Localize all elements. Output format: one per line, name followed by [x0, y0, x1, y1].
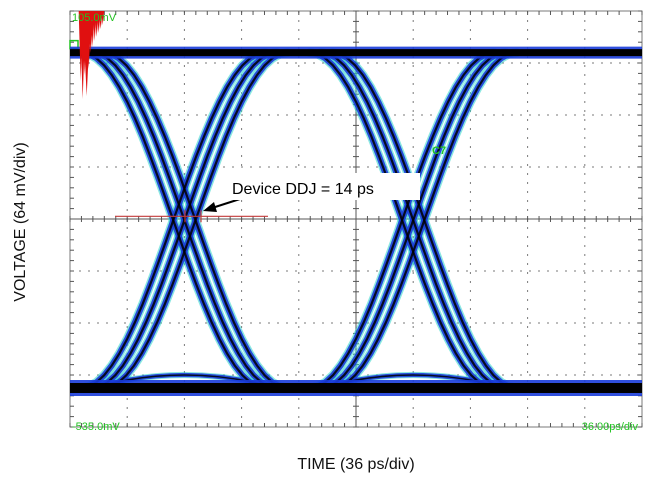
trace-core-layer — [308, 51, 496, 390]
ddj-markers — [115, 198, 268, 223]
trace-core-layer — [80, 51, 267, 390]
spike-burst — [78, 11, 105, 99]
trace-core-layer — [319, 51, 507, 390]
y-axis-label-wrap: VOLTAGE (64 mV/div) — [8, 97, 34, 347]
timebase-readout: 36.00ps/div — [582, 421, 639, 433]
trace-core-layer — [331, 51, 518, 390]
ddj-annotation: Device DDJ = 14 ps — [232, 181, 374, 198]
trace-core-layer — [102, 51, 289, 390]
x-axis-label: TIME (36 ps/div) — [297, 456, 415, 473]
spike-mark — [101, 11, 105, 25]
bottom-voltage-readout: -535.0mV — [72, 421, 120, 433]
annotation-arrow-shaft — [211, 198, 241, 209]
annotation-background — [228, 173, 420, 200]
y-axis-label: VOLTAGE (64 mV/div) — [12, 142, 29, 302]
trace-channel-marker: C7 — [432, 145, 446, 157]
annotation-arrow-head — [203, 202, 217, 212]
top-voltage-readout: 105.0mV — [72, 12, 117, 24]
